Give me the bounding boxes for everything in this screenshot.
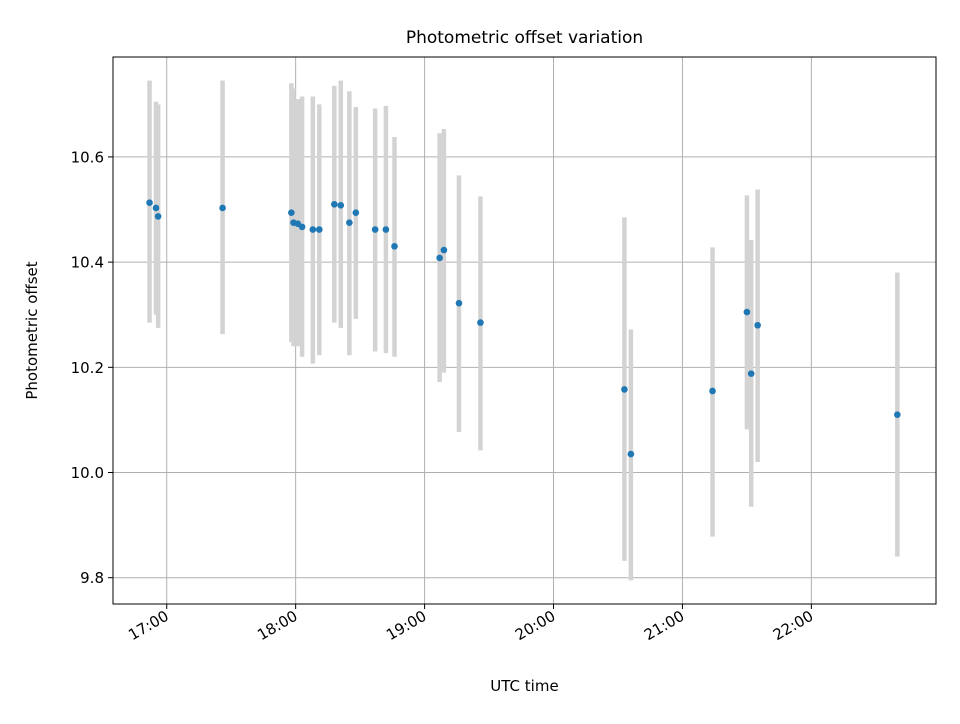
data-point <box>621 386 628 393</box>
data-point <box>337 202 345 209</box>
y-tick-label: 10.4 <box>71 254 104 272</box>
data-point <box>391 243 398 250</box>
data-point <box>154 213 162 220</box>
y-tick-label: 10.2 <box>71 359 104 377</box>
data-point <box>315 226 323 233</box>
data-point <box>455 299 463 307</box>
data-point <box>747 370 755 377</box>
data-point <box>754 321 761 329</box>
data-point <box>709 387 716 395</box>
data-point <box>309 226 317 233</box>
plot-area-frame <box>112 56 937 605</box>
data-point <box>298 223 306 231</box>
data-point <box>346 219 353 226</box>
y-axis-ticks: 9.8 10.0 10.2 10.4 10.6 <box>71 148 113 587</box>
chart-title: Photometric offset variation <box>406 28 643 48</box>
data-point <box>627 450 635 458</box>
data-point <box>371 226 379 233</box>
y-axis-label: Photometric offset <box>23 261 41 399</box>
y-tick-label: 10.6 <box>71 148 104 166</box>
data-point <box>382 226 390 233</box>
data-point <box>146 199 153 206</box>
data-point <box>440 246 448 254</box>
x-axis-label: UTC time <box>490 677 558 695</box>
data-point <box>219 204 226 212</box>
data-point <box>743 308 751 316</box>
y-tick-label: 10.0 <box>71 464 104 482</box>
data-point <box>894 411 901 418</box>
data-point <box>436 254 443 262</box>
data-point <box>152 204 160 212</box>
y-tick-label: 9.8 <box>80 569 104 587</box>
data-point <box>288 209 295 216</box>
data-point <box>477 319 484 326</box>
data-point <box>352 209 360 216</box>
data-point <box>331 200 338 208</box>
data-points <box>146 199 901 458</box>
